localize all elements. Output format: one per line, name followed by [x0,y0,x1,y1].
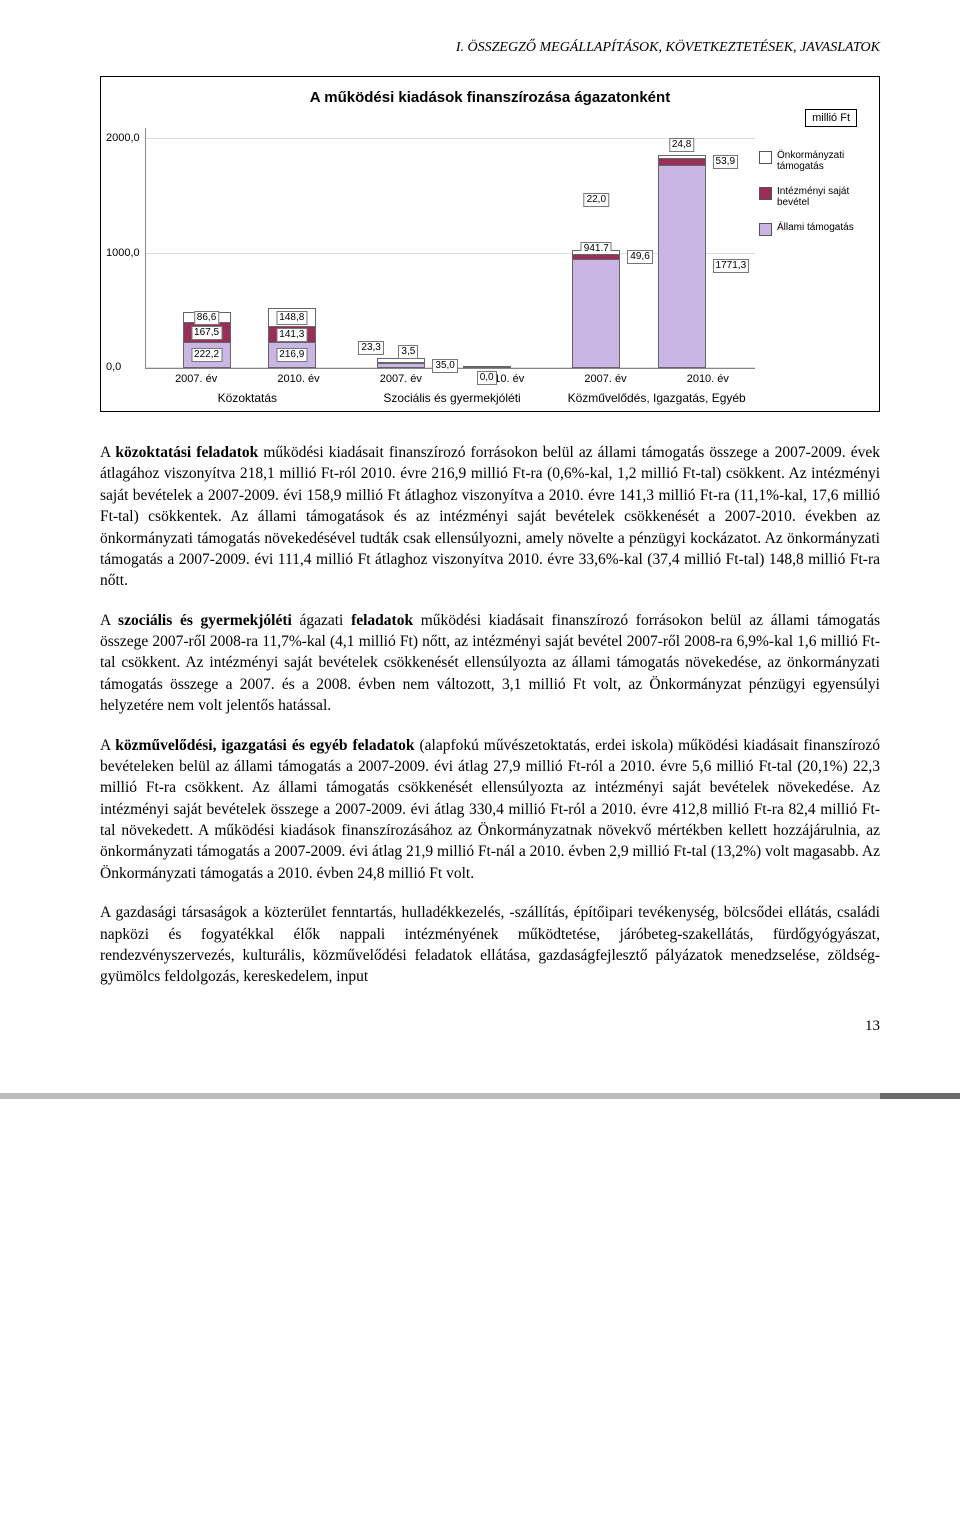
chart-bar-segment: 216,9 [269,342,315,367]
chart-bar-segment: 22,0 [573,251,619,254]
chart-value-label: 86,6 [194,311,219,325]
chart-legend-swatch [759,187,772,200]
chart-legend-label: Intézményi saját bevétel [777,186,869,208]
chart-value-label: 141,3 [276,328,307,342]
chart-bar-segment: 86,6 [184,313,230,323]
chart-value-label: 24,8 [669,138,694,152]
chart-value-label: 222,2 [191,348,222,362]
page-number: 13 [100,1018,880,1035]
chart-bar: 216,9 141,3 148,8 [268,308,316,368]
chart-value-label: 23,3 [358,341,383,355]
chart-xtick-label: 2007. év [554,373,656,385]
chart-xgroup-label: Közművelődés, Igazgatás, Egyéb [554,391,759,405]
chart-bar-segment: 148,8 [269,309,315,326]
chart-xtick-label: 2010. év [247,373,349,385]
chart-xgroup-label: Szociális és gyermekjóléti [350,391,555,405]
chart-ytick-label: 1000,0 [106,247,140,259]
chart-bar-segment: 3,5 [378,362,424,363]
chart-legend-swatch [759,223,772,236]
chart-x-years: 2007. év2010. év2007. év2010. év2007. év… [145,373,759,385]
chart-legend: Önkormányzati támogatás Intézményi saját … [759,110,869,405]
chart-bar: 1771,353,924,8 [658,155,706,368]
chart-value-label: 216,9 [276,348,307,362]
running-head: I. ÖSSZEGZŐ MEGÁLLAPÍTÁSOK, KÖVETKEZTETÉ… [100,40,880,56]
chart-value-label: 53,9 [713,155,738,169]
chart-bar: 222,2 167,586,6 [183,312,231,368]
footer-rule [0,1093,960,1099]
chart-title: A működési kiadások finanszírozása ágaza… [111,89,869,106]
chart-value-label: 49,6 [627,250,652,264]
chart-gridline: 2000,0 [146,138,755,139]
chart-bar-segment: 53,9 [659,158,705,164]
chart-bar: 941,749,622,0 [572,250,620,368]
chart-container: A működési kiadások finanszírozása ágaza… [100,76,880,412]
paragraph-2: A szociális és gyermekjóléti ágazati fel… [100,610,880,717]
chart-bar-segment: 941,7 [573,259,619,367]
chart-bar-segment: 49,6 [573,254,619,260]
chart-value-label: 35,0 [432,359,457,373]
chart-legend-label: Állami támogatás [777,222,854,233]
chart-xtick-label: 2007. év [350,373,452,385]
chart-xtick-label: 2007. év [145,373,247,385]
paragraph-3: A közművelődési, igazgatási és egyéb fel… [100,735,880,885]
chart-value-label: 3,5 [398,345,418,359]
chart-unit-box: millió Ft [805,109,857,127]
chart-bar-segment: 24,8 [659,156,705,159]
chart-bar-segment: 141,3 [269,326,315,342]
chart-legend-item: Önkormányzati támogatás [759,150,869,172]
chart-bar-segment: 222,2 [184,342,230,367]
chart-bar-segment: 35,0 [378,363,424,367]
chart-value-label: 148,8 [276,311,307,325]
chart-legend-label: Önkormányzati támogatás [777,150,869,172]
chart-value-label: 22,0 [584,193,609,207]
chart-bar-segment: 167,5 [184,322,230,341]
chart-x-groups: KözoktatásSzociális és gyermekjólétiKözm… [145,391,759,405]
paragraph-4: A gazdasági társaságok a közterület fenn… [100,902,880,988]
chart-legend-item: Intézményi saját bevétel [759,186,869,208]
chart-bar: 0,0 [463,366,511,368]
chart-ytick-label: 2000,0 [106,132,140,144]
chart-bar-segment: 23,3 [378,359,424,362]
chart-bar-segment: 1771,3 [659,165,705,367]
chart-legend-swatch [759,151,772,164]
chart-ytick-label: 0,0 [106,361,121,373]
chart-value-label: 0,0 [477,371,497,385]
chart-xtick-label: 2010. év [452,373,554,385]
chart-bar: 35,03,523,3 [377,358,425,368]
chart-plot-area: 0,01000,02000,0222,2167,586,6216,9141,31… [145,128,755,369]
chart-xtick-label: 2010. év [657,373,759,385]
chart-value-label: 1771,3 [713,259,750,273]
chart-legend-item: Állami támogatás [759,222,869,236]
chart-xgroup-label: Közoktatás [145,391,350,405]
chart-value-label: 167,5 [191,326,222,340]
paragraph-1: A közoktatási feladatok működési kiadása… [100,442,880,592]
